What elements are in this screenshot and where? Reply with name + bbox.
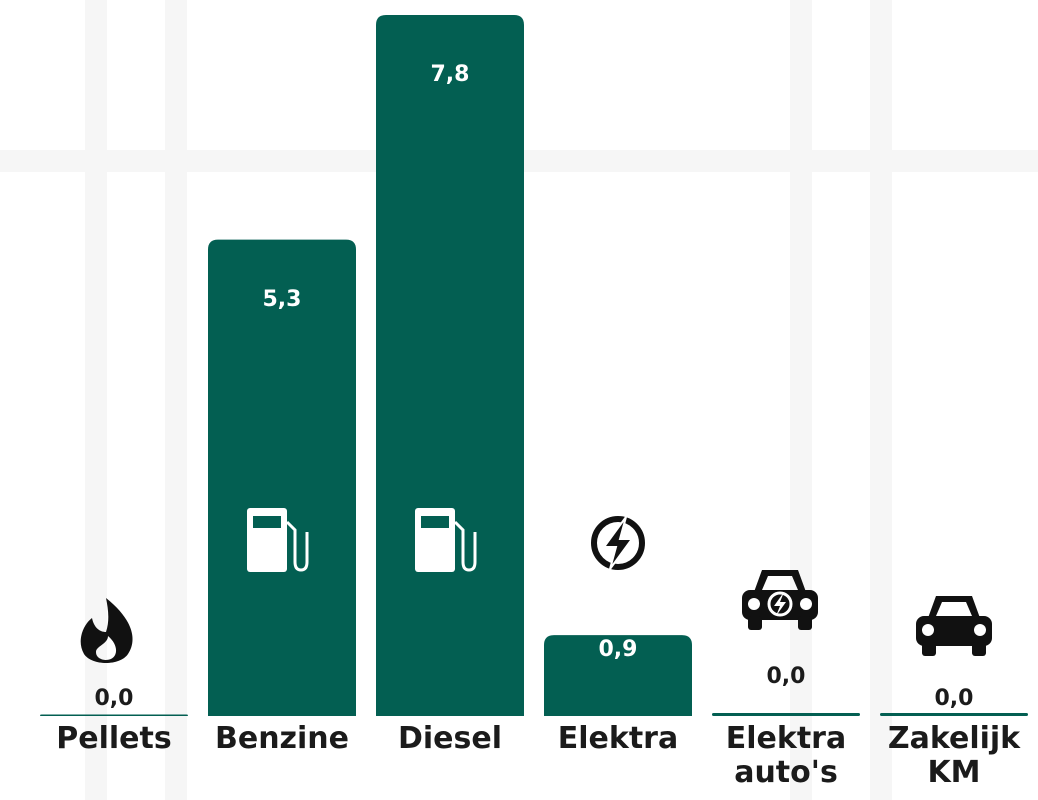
value-label: 0,0 xyxy=(766,664,806,689)
category-label: Diesel xyxy=(397,721,503,756)
light xyxy=(974,624,986,636)
category-label: Pellets xyxy=(56,721,172,756)
car-roof xyxy=(928,596,980,618)
bar xyxy=(208,239,356,716)
pump-icon xyxy=(415,508,477,572)
pump-hose xyxy=(285,520,309,572)
value-label: 0,0 xyxy=(94,686,134,711)
wheel xyxy=(798,616,812,630)
value-label: 0,0 xyxy=(934,686,974,711)
wheel xyxy=(922,642,936,656)
category-label: Elektra auto's xyxy=(725,721,847,790)
bar xyxy=(40,714,188,716)
pump-hose xyxy=(453,520,477,572)
bolt-icon xyxy=(591,516,645,570)
bar xyxy=(544,635,692,716)
car-roof xyxy=(754,570,806,592)
bar xyxy=(712,713,860,716)
pump-window xyxy=(421,516,449,528)
category-label: Elektra xyxy=(557,721,679,756)
bolt xyxy=(602,516,634,570)
wheel xyxy=(748,616,762,630)
car-body xyxy=(916,616,992,646)
bolt-ring xyxy=(591,516,645,570)
wheel xyxy=(972,642,986,656)
value-label: 5,3 xyxy=(262,286,302,312)
car-bolt-ring xyxy=(767,591,793,617)
flame-icon xyxy=(80,598,133,663)
bar xyxy=(376,15,524,716)
pump-icon xyxy=(247,508,309,572)
category-label: Zakelijk KM xyxy=(887,721,1021,790)
light xyxy=(748,598,760,610)
car-icon xyxy=(742,570,818,630)
bar xyxy=(880,713,1028,716)
light xyxy=(800,598,812,610)
light xyxy=(922,624,934,636)
value-label: 7,8 xyxy=(430,62,470,87)
category-label: Benzine xyxy=(214,721,350,756)
pump-window xyxy=(253,516,281,528)
car-bolt xyxy=(774,592,786,616)
car-icon xyxy=(916,596,992,656)
value-label: 0,9 xyxy=(598,637,638,662)
